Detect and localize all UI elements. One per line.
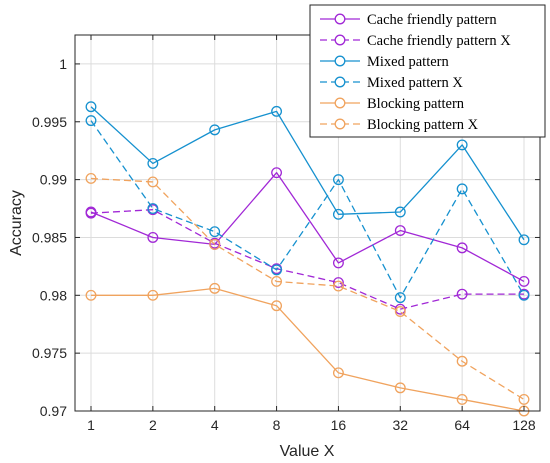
legend-label: Blocking pattern xyxy=(367,96,465,112)
data-point xyxy=(85,289,97,301)
data-point xyxy=(209,226,221,238)
legend-box xyxy=(309,4,546,138)
legend-item: Mixed pattern X xyxy=(320,75,463,91)
series-line xyxy=(91,287,525,412)
x-tick-label: 32 xyxy=(392,417,408,433)
data-point xyxy=(456,139,468,151)
x-tick-label: 64 xyxy=(454,417,470,433)
legend-item: Blocking pattern X xyxy=(320,117,479,133)
data-point xyxy=(85,207,97,219)
data-point xyxy=(147,289,159,301)
data-point xyxy=(271,275,283,287)
x-axis-title: Value X xyxy=(280,443,335,460)
data-point xyxy=(394,206,406,218)
legend-item: Mixed pattern xyxy=(320,54,449,70)
data-point xyxy=(271,300,283,312)
data-point xyxy=(147,232,159,243)
legend-label: Cache friendly pattern X xyxy=(367,33,511,49)
data-point xyxy=(332,208,344,220)
series-line xyxy=(90,106,525,241)
legend-item: Cache friendly pattern X xyxy=(320,33,511,49)
data-point xyxy=(456,355,468,367)
series-6 xyxy=(85,173,530,405)
y-tick-label: 1 xyxy=(59,56,67,72)
data-point xyxy=(518,234,530,246)
data-point xyxy=(456,393,468,405)
y-tick-label: 0.98 xyxy=(40,287,67,303)
legend-swatch-marker xyxy=(334,97,346,109)
y-tick-label: 0.99 xyxy=(40,172,67,188)
data-point xyxy=(518,289,530,301)
series-3 xyxy=(85,101,530,246)
data-point xyxy=(209,238,221,250)
legend-item: Cache friendly pattern xyxy=(320,12,497,28)
data-point xyxy=(394,306,406,317)
legend: Cache friendly pattern Cache friendly pat… xyxy=(309,4,546,138)
legend-label: Mixed pattern X xyxy=(367,75,463,91)
legend-swatch-marker xyxy=(334,34,346,46)
x-tick-label: 16 xyxy=(331,417,347,433)
y-axis-title: Accuracy xyxy=(8,190,25,256)
legend-swatch-marker xyxy=(334,76,346,88)
x-tick-label: 4 xyxy=(211,417,219,433)
series-5 xyxy=(85,282,530,417)
data-point xyxy=(332,277,344,289)
series-line xyxy=(90,120,525,299)
data-point xyxy=(456,242,468,254)
data-point xyxy=(271,105,283,117)
data-point xyxy=(209,282,221,294)
legend-swatch-marker xyxy=(334,55,346,67)
x-tick-label: 8 xyxy=(273,417,281,433)
y-tick-label: 0.975 xyxy=(32,345,67,361)
legend-label: Cache friendly pattern xyxy=(367,12,497,28)
legend-label: Blocking pattern X xyxy=(367,117,479,133)
data-point xyxy=(394,225,406,236)
data-point xyxy=(332,257,344,269)
data-point xyxy=(271,167,283,179)
legend-label: Mixed pattern xyxy=(367,54,449,70)
data-point xyxy=(147,157,159,169)
data-point xyxy=(394,292,406,304)
data-point xyxy=(85,173,97,184)
data-point xyxy=(518,393,530,405)
data-point xyxy=(271,264,283,276)
data-point xyxy=(85,115,97,127)
legend-swatch-marker xyxy=(334,118,346,130)
data-point xyxy=(394,382,406,394)
data-point xyxy=(147,176,159,188)
data-point xyxy=(85,101,97,113)
x-tick-label: 2 xyxy=(149,417,157,433)
y-tick-label: 0.995 xyxy=(32,114,67,130)
data-point xyxy=(147,203,159,214)
x-tick-label: 128 xyxy=(512,417,536,433)
y-tick-label: 0.97 xyxy=(40,403,67,419)
plot-frame xyxy=(74,34,541,412)
y-tick-label: 0.985 xyxy=(32,229,67,245)
series-4 xyxy=(85,115,530,304)
legend-item: Blocking pattern xyxy=(320,96,465,112)
data-point xyxy=(332,174,344,186)
data-point xyxy=(332,367,344,379)
legend-swatch-marker xyxy=(334,13,346,25)
data-point xyxy=(456,288,468,300)
axis-ticks: 0.97 0.975 0.98 0.985 0.99 0.995 1 1 2 4 8 16 32 64 12… xyxy=(32,35,540,433)
series-layer xyxy=(85,101,530,417)
data-point xyxy=(332,280,344,292)
x-tick-label: 1 xyxy=(87,417,95,433)
data-point xyxy=(456,183,468,195)
series-line xyxy=(90,172,525,282)
data-point xyxy=(518,275,530,287)
data-point xyxy=(209,124,221,136)
